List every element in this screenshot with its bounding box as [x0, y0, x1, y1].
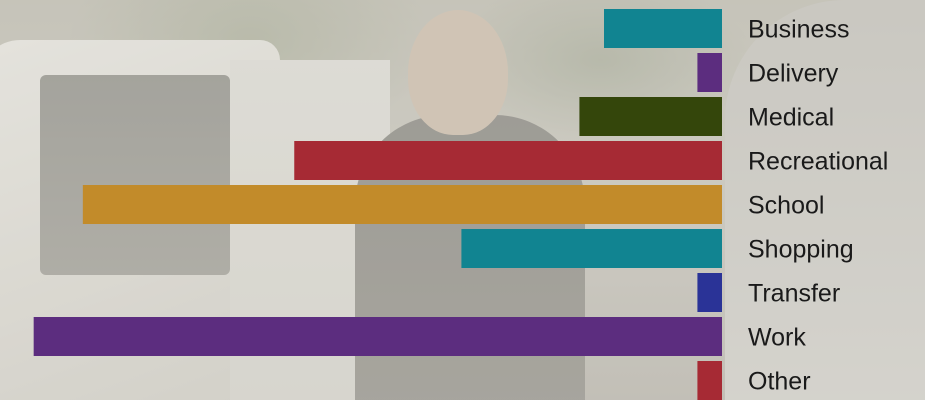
van-door-shape [40, 75, 230, 275]
person-head-shape [408, 10, 508, 135]
category-label-delivery: Delivery [748, 60, 839, 88]
category-label-transfer: Transfer [748, 280, 840, 308]
category-label-medical: Medical [748, 104, 834, 132]
category-labels-group: Business Delivery Medical Recreational Schoo… [748, 16, 888, 396]
category-label-other: Other [748, 368, 811, 396]
bar-medical [579, 97, 722, 136]
foreground-person-shape [725, 0, 925, 400]
bars-group [33, 9, 723, 400]
bar-recreational [294, 141, 722, 180]
bar-work [33, 317, 722, 356]
category-label-school: School [748, 192, 824, 220]
bar-transfer [697, 273, 722, 312]
bar-shopping [461, 229, 722, 268]
category-label-business: Business [748, 16, 849, 44]
bar-school [82, 185, 723, 224]
bar-business [604, 9, 722, 48]
category-label-work: Work [748, 324, 806, 352]
category-label-shopping: Shopping [748, 236, 854, 264]
category-label-recreational: Recreational [748, 148, 888, 176]
bar-delivery [697, 53, 722, 92]
bar-other [697, 361, 722, 400]
